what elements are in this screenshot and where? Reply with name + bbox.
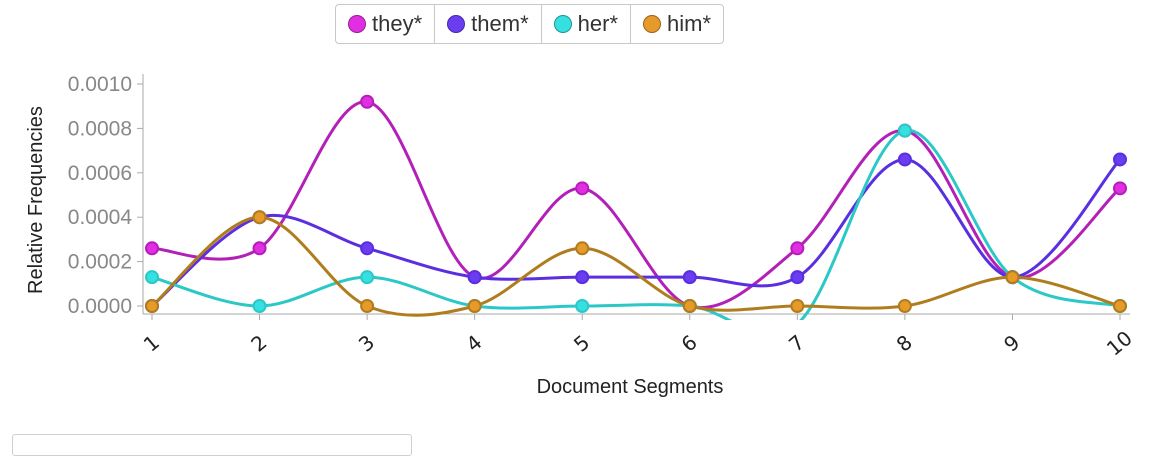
data-point-them[interactable]	[1113, 152, 1127, 167]
data-point-him[interactable]	[790, 299, 805, 313]
series-line-him	[151, 215, 1121, 317]
data-point-her[interactable]	[575, 299, 590, 313]
data-point-him[interactable]	[1113, 299, 1127, 313]
legend-swatch-her	[553, 15, 572, 33]
legend-item-him[interactable]: him*	[631, 5, 723, 43]
y-tick-label: 0.0008	[68, 117, 132, 140]
data-point-they[interactable]	[360, 94, 375, 109]
y-tick-label: 0.0004	[68, 206, 133, 229]
y-axis: 0.0000 0.0002 0.0004 0.0006 0.0008 0.0010	[68, 73, 144, 318]
data-point-him[interactable]	[897, 299, 912, 313]
data-point-him[interactable]	[252, 210, 267, 225]
x-tick-label: 1	[139, 330, 164, 357]
x-axis: 1 2 3 4 5 6 7 8 9 10	[139, 313, 1137, 361]
legend-item-them[interactable]: them*	[435, 5, 542, 43]
data-point-her[interactable]	[145, 270, 159, 285]
legend-swatch-they	[348, 15, 366, 33]
legend-label-him: him*	[667, 11, 712, 36]
data-point-them[interactable]	[575, 270, 590, 285]
x-tick-label: 9	[999, 330, 1024, 357]
series-line-them	[151, 157, 1122, 308]
data-point-them[interactable]	[790, 270, 805, 285]
data-point-they[interactable]	[575, 181, 590, 196]
data-point-him[interactable]	[1005, 270, 1020, 285]
legend-swatch-him	[643, 15, 661, 33]
data-point-her[interactable]	[897, 123, 912, 138]
data-point-them[interactable]	[467, 270, 482, 285]
data-point-her[interactable]	[360, 270, 375, 285]
x-tick-label: 4	[461, 330, 486, 357]
data-point-her[interactable]	[252, 299, 267, 313]
series-lines	[151, 100, 1122, 320]
legend-label-her: her*	[577, 11, 618, 36]
data-point-him[interactable]	[682, 299, 697, 313]
legend-item-her[interactable]: her*	[542, 5, 631, 43]
x-tick-label: 6	[677, 330, 702, 357]
series-points	[145, 94, 1127, 313]
y-tick-label: 0.0002	[68, 251, 132, 274]
x-tick-label: 5	[569, 330, 594, 357]
legend-label-them: them*	[471, 11, 529, 36]
legend-swatch-them	[447, 15, 466, 33]
x-axis-title: Document Segments	[537, 376, 724, 398]
data-point-they[interactable]	[790, 241, 805, 256]
data-point-them[interactable]	[897, 152, 912, 167]
bottom-panel	[12, 434, 412, 456]
data-point-them[interactable]	[682, 270, 697, 285]
data-point-him[interactable]	[360, 299, 375, 313]
x-tick-label: 7	[784, 330, 809, 357]
x-tick-label: 8	[892, 330, 917, 357]
legend-item-they[interactable]: they*	[336, 5, 436, 43]
data-point-them[interactable]	[360, 241, 375, 256]
x-tick-label: 10	[1102, 326, 1137, 361]
data-point-him[interactable]	[467, 299, 482, 313]
x-tick-label: 3	[354, 330, 379, 357]
x-tick-label: 2	[246, 330, 271, 357]
data-point-him[interactable]	[575, 241, 590, 256]
y-tick-label: 0.0006	[68, 162, 132, 185]
data-point-they[interactable]	[252, 241, 267, 256]
data-point-him[interactable]	[145, 299, 159, 313]
y-tick-label: 0.0000	[68, 295, 132, 318]
data-point-they[interactable]	[1113, 181, 1127, 196]
data-point-they[interactable]	[145, 241, 159, 256]
legend-label-they: they*	[372, 11, 423, 36]
y-axis-title: Relative Frequencies	[25, 106, 47, 294]
series-line-they	[151, 100, 1121, 310]
y-tick-label: 0.0010	[68, 73, 132, 96]
chart-legend: they* them* her* him*	[335, 4, 725, 44]
line-chart: 0.0000 0.0002 0.0004 0.0006 0.0008 0.0010 1 2 3…	[25, 73, 1137, 398]
